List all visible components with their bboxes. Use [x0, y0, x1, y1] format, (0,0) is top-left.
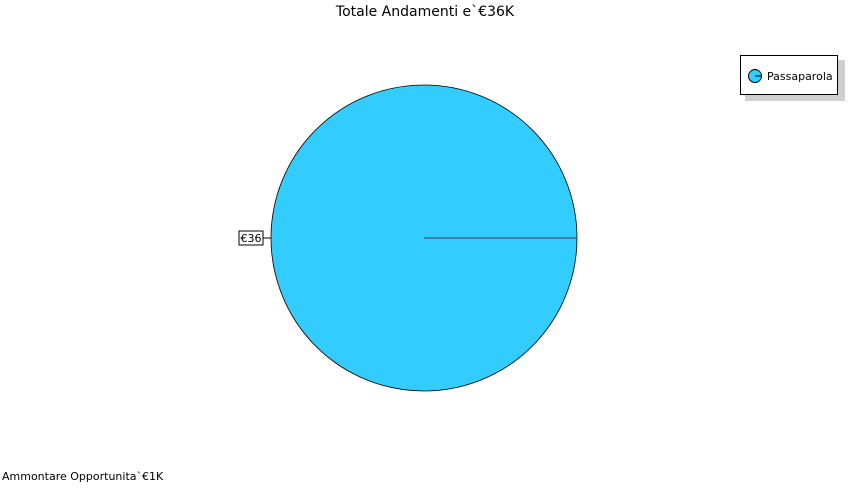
chart-title: Totale Andamenti e`€36K — [335, 4, 515, 20]
pie-slice-icon — [748, 69, 763, 83]
pie-data-labels: €36 — [238, 230, 271, 246]
legend-label: Passaparola — [767, 69, 833, 83]
data-label-passaparola: €36 — [241, 232, 262, 245]
legend-item-passaparola: Passaparola — [747, 67, 833, 85]
pie-slices — [270, 84, 578, 392]
legend: Passaparola — [740, 55, 838, 95]
footer-note: Ammontare Opportunita`€1K — [2, 470, 164, 483]
data-label-box — [238, 230, 264, 246]
